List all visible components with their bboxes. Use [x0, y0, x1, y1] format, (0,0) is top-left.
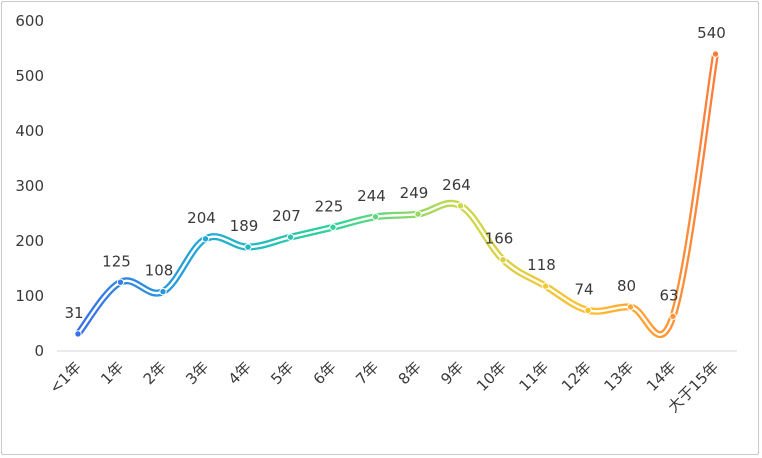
data-point [116, 278, 125, 286]
x-tick-label: 13年 [600, 358, 637, 395]
x-tick-label: 10年 [473, 358, 510, 395]
y-tick-label: 600 [15, 12, 44, 30]
x-tick-label: <1年 [46, 358, 85, 397]
data-points [74, 50, 720, 338]
x-tick-label: 9年 [437, 358, 467, 388]
x-tick-label: 14年 [643, 358, 680, 395]
data-label: 204 [187, 209, 216, 227]
x-tick-label: 8年 [395, 358, 425, 388]
y-axis: 0 100 200 300 400 500 600 [15, 12, 44, 360]
data-point [626, 303, 635, 311]
y-tick-label: 200 [15, 232, 44, 250]
x-tick-label: 6年 [310, 358, 340, 388]
data-point [329, 223, 337, 231]
data-label: 249 [400, 184, 429, 202]
y-tick-label: 500 [15, 67, 44, 85]
data-label: 244 [357, 187, 386, 205]
data-label: 118 [527, 256, 556, 274]
data-label: 264 [442, 176, 471, 194]
y-tick-label: 0 [34, 342, 44, 360]
data-labels: 31 125 108 204 189 207 225 244 249 264 166 118 74 80 6… [64, 24, 725, 322]
data-point [541, 282, 550, 290]
data-point [456, 202, 465, 210]
data-label: 540 [697, 24, 726, 42]
y-tick-label: 400 [15, 122, 44, 140]
data-point [669, 312, 677, 321]
data-label: 108 [145, 262, 174, 280]
data-label: 189 [230, 217, 259, 235]
data-point [286, 233, 295, 241]
data-point [414, 210, 422, 218]
data-point [244, 243, 252, 251]
data-point [201, 235, 210, 243]
data-label: 74 [574, 280, 593, 298]
data-label: 207 [272, 207, 301, 225]
x-tick-label: 2年 [140, 358, 170, 388]
data-point [584, 306, 592, 314]
data-label: 225 [315, 197, 344, 215]
data-label: 80 [617, 277, 636, 295]
data-point [74, 330, 82, 338]
data-label: 125 [102, 252, 131, 270]
data-label: 31 [64, 304, 83, 322]
data-point [711, 50, 720, 58]
x-tick-label: 4年 [225, 358, 255, 388]
x-tick-label: 1年 [97, 358, 127, 388]
x-tick-label: 7年 [352, 358, 382, 388]
x-tick-label: 12年 [558, 358, 595, 395]
x-tick-label: 3年 [182, 358, 212, 388]
data-point [371, 213, 380, 221]
data-point [159, 287, 167, 296]
x-axis: <1年 1年 2年 3年 4年 5年 6年 7年 8年 9年 10年 11年 12年 13年 14年大于15… [46, 350, 737, 416]
data-label: 63 [659, 286, 678, 304]
x-tick-label: 5年 [267, 358, 297, 388]
x-tick-label: 11年 [515, 358, 552, 395]
data-label: 166 [485, 230, 514, 248]
y-tick-label: 100 [15, 287, 44, 305]
data-point [499, 256, 507, 264]
y-tick-label: 300 [15, 177, 44, 195]
